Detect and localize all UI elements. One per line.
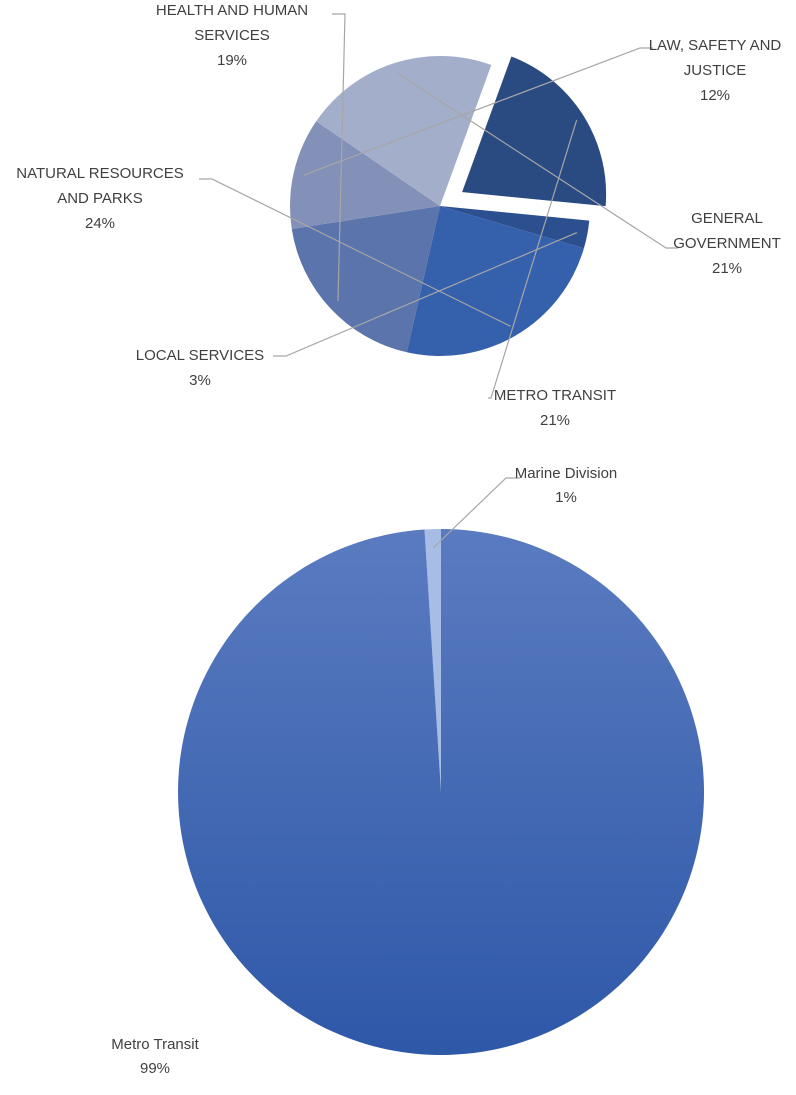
pie-slice-metro-transit — [456, 50, 612, 212]
pie-slice-law-safety-and-justice — [290, 121, 440, 229]
pie1-label-health-and-human-services: HEALTH AND HUMAN SERVICES 19% — [156, 2, 308, 69]
pie-slice-metro-transit — [178, 529, 705, 1055]
leader-line-local-services — [273, 232, 578, 357]
leader-line-natural-resources-and-parks — [199, 178, 511, 327]
pie-slice-general-government — [316, 56, 492, 206]
pie-slice-health-and-human-services — [291, 206, 440, 353]
pie1-label-law-safety-and-justice: LAW, SAFETY AND JUSTICE 12% — [649, 37, 782, 104]
leader-line-general-government — [397, 72, 678, 249]
pie-slice-local-services — [440, 206, 590, 249]
pie-chart-budget-by-area: METRO TRANSIT 21% LOCAL SERVICES 3% NATURAL … — [16, 2, 782, 429]
leader-line-metro-transit — [488, 119, 578, 399]
pie2-label-marine-division: Marine Division 1% — [515, 465, 618, 506]
pie-slice-marine-division — [424, 529, 441, 792]
pie2-label-metro-transit: Metro Transit 99% — [111, 1036, 199, 1077]
leader-line-marine-division — [432, 477, 520, 549]
leader-line-law-safety-and-justice — [303, 47, 653, 176]
pie1-label-natural-resources-and-parks: NATURAL RESOURCES AND PARKS 24% — [16, 165, 184, 232]
pie-slice-natural-resources-and-parks — [406, 206, 584, 356]
leader-line-health-and-human-services — [332, 13, 346, 302]
pie1-label-metro-transit: METRO TRANSIT 21% — [494, 387, 616, 429]
pie1-label-local-services: LOCAL SERVICES 3% — [136, 347, 264, 389]
pie1-label-general-government: GENERAL GOVERNMENT 21% — [673, 210, 781, 277]
